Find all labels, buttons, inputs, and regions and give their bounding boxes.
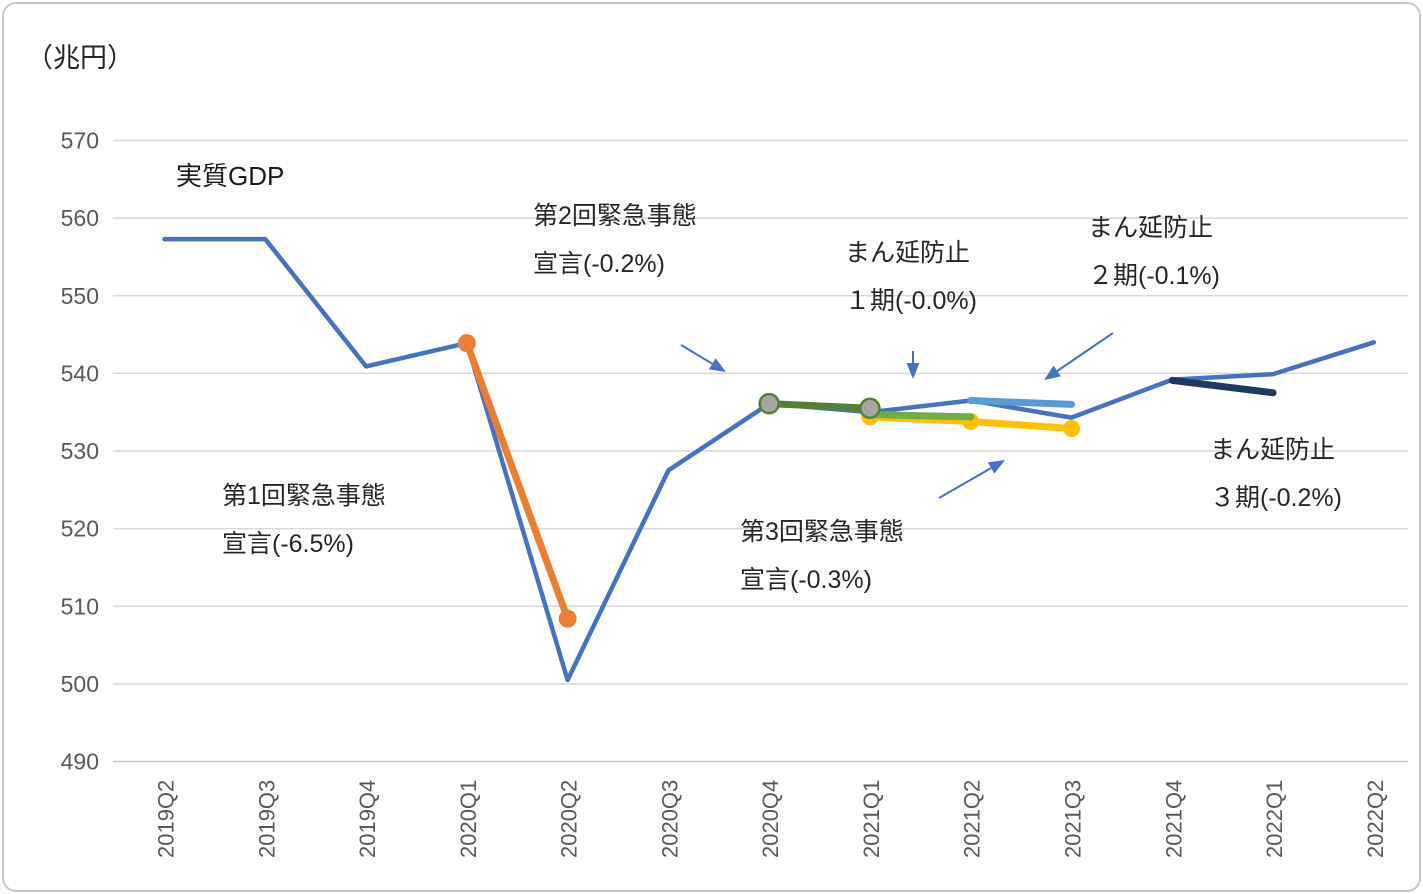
x-axis-tick-label: 2022Q2 <box>1363 780 1388 858</box>
annotation-emergency-3-line1: 第3回緊急事態 <box>740 518 904 546</box>
x-axis-tick-label: 2019Q2 <box>154 780 179 858</box>
series-line <box>765 400 874 412</box>
annotation-emergency-3: 第3回緊急事態宣言(-0.3%) <box>740 518 904 594</box>
x-axis-tick-label: 2021Q4 <box>1161 780 1186 858</box>
annotation-emergency-1-line2: 宣言(-6.5%) <box>222 530 354 558</box>
annotation-emergency-1-line1: 第1回緊急事態 <box>222 482 386 510</box>
arrow-to-emergency-3-head <box>987 460 1005 474</box>
series-line <box>162 236 1377 683</box>
arrow-to-emergency-2-head <box>708 358 726 372</box>
annotation-emergency-2: 第2回緊急事態宣言(-0.2%) <box>533 202 697 278</box>
annotation-emergency-2-line2: 宣言(-0.2%) <box>533 250 665 278</box>
y-axis-tick-label: 530 <box>61 438 99 464</box>
annotation-boshi-3-line2: ３期(-0.2%) <box>1210 484 1342 512</box>
chart-title: 実質GDP <box>176 161 285 191</box>
arrow-to-boshi-1-head <box>906 363 920 379</box>
annotation-boshi-1: まん延防止 １期(-0.0%) <box>845 239 977 315</box>
y-axis-tick-label: 520 <box>61 516 99 542</box>
y-axis-tick-label: 570 <box>61 128 99 154</box>
annotation-boshi-2: まん延防止 ２期(-0.1%) <box>1088 214 1220 290</box>
series-line <box>967 397 1076 408</box>
arrow-to-boshi-2-head <box>1044 365 1061 380</box>
y-axis-tick-label: 510 <box>61 593 99 619</box>
annotation-boshi-1-line2: １期(-0.0%) <box>845 287 977 315</box>
series-marker <box>558 609 577 628</box>
x-axis-tick-label: 2020Q1 <box>456 780 481 858</box>
x-axis-tick-label: 2020Q3 <box>657 780 682 858</box>
arrow-to-emergency-2-line <box>680 344 713 365</box>
annotation-boshi-2-line1: まん延防止 <box>1088 214 1213 242</box>
series-marker <box>859 397 881 420</box>
x-axis-tick-label: 2021Q2 <box>960 780 985 858</box>
x-axis-tick-label: 2020Q2 <box>557 780 582 858</box>
annotation-boshi-3: まん延防止 ３期(-0.2%) <box>1210 436 1342 512</box>
x-axis-tick-label: 2022Q1 <box>1262 780 1287 858</box>
series-marker <box>457 334 476 353</box>
annotation-emergency-1: 第1回緊急事態宣言(-6.5%) <box>222 482 386 558</box>
x-axis-tick-label: 2020Q4 <box>758 780 783 858</box>
x-axis-tick-label: 2021Q1 <box>859 780 884 858</box>
annotation-emergency-3-line2: 宣言(-0.3%) <box>740 566 872 594</box>
arrow-to-emergency-3-line <box>938 467 992 499</box>
annotation-boshi-3-line1: まん延防止 <box>1210 436 1335 464</box>
series-line <box>463 339 572 623</box>
y-axis-tick-label: 540 <box>61 360 99 386</box>
x-axis-tick-label: 2019Q4 <box>355 780 380 858</box>
series-line <box>866 411 975 421</box>
y-axis-unit-label: （兆円） <box>26 43 134 73</box>
arrow-to-boshi-2-line <box>1056 332 1114 372</box>
annotation-boshi-2-line2: ２期(-0.1%) <box>1088 262 1220 290</box>
y-axis-tick-label: 490 <box>61 749 99 775</box>
annotation-boshi-1-line1: まん延防止 <box>845 239 970 267</box>
y-axis-tick-label: 550 <box>61 283 99 309</box>
y-axis-tick-label: 560 <box>61 205 99 231</box>
x-axis-tick-label: 2021Q3 <box>1061 780 1086 858</box>
series-line <box>1168 376 1277 397</box>
annotation-emergency-2-line1: 第2回緊急事態 <box>533 202 697 230</box>
series-marker <box>758 392 780 415</box>
y-axis-tick-label: 500 <box>61 671 99 697</box>
x-axis-tick-label: 2019Q3 <box>254 780 279 858</box>
series-marker <box>1063 419 1081 437</box>
